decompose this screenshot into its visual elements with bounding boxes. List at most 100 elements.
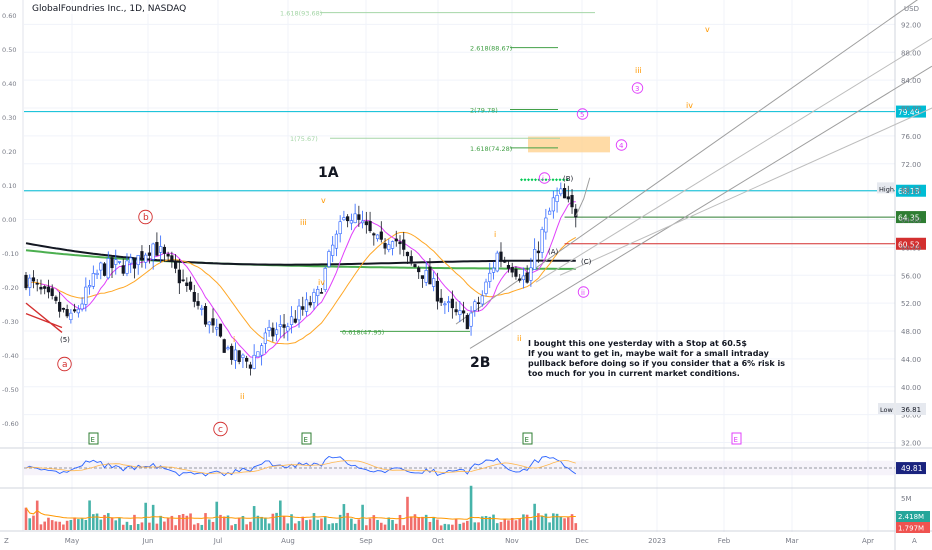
candle-body <box>368 221 372 232</box>
volume-bar <box>28 518 32 530</box>
candle-body <box>125 260 129 274</box>
volume-bar <box>163 521 166 530</box>
candle-body <box>110 257 114 269</box>
ma-black-line <box>25 242 576 266</box>
volume-bar <box>65 520 69 530</box>
volume-value: 2.418M <box>898 513 924 521</box>
candle-body <box>230 345 234 360</box>
volume-bar <box>256 515 260 530</box>
y-left-tick: 0.10 <box>2 182 16 190</box>
candle-body <box>73 309 77 312</box>
volume-bar <box>432 516 435 530</box>
low-value: 36.81 <box>901 406 921 414</box>
candle-body <box>87 285 92 288</box>
wave-label-circle <box>213 421 228 437</box>
candle-body <box>488 272 492 282</box>
volume-bar <box>559 516 563 530</box>
candle-body <box>159 246 163 253</box>
volume-bar <box>548 522 551 530</box>
volume-bar <box>555 513 559 530</box>
y-right-tick: 32.00 <box>901 440 921 448</box>
volume-bar <box>260 516 263 530</box>
candle-body <box>207 321 211 326</box>
channel-line <box>535 37 932 283</box>
wedge-lines <box>25 302 63 333</box>
candle-body <box>364 221 368 226</box>
x-tick-label: May <box>65 537 79 545</box>
volume-bar <box>544 513 548 530</box>
candle-body <box>353 213 357 224</box>
fib-label: 2.618(88.67) <box>470 45 512 53</box>
volume-bar <box>50 520 54 530</box>
candle-body <box>91 273 95 287</box>
volume-bar <box>144 502 147 530</box>
volume-bar <box>563 518 566 530</box>
volume-bar <box>43 521 46 530</box>
candle-body <box>256 351 260 358</box>
volume-bar <box>338 514 342 530</box>
candle-body <box>510 267 514 273</box>
volume-bar <box>178 515 181 530</box>
candle-body <box>432 278 436 287</box>
candle-body <box>28 277 32 288</box>
fib-label: 1(75.67) <box>290 135 318 143</box>
candle-body <box>338 221 342 235</box>
candle-body <box>458 310 462 315</box>
y-right-tick: 88.00 <box>901 49 921 57</box>
candle-body <box>536 250 540 254</box>
candle-body <box>394 238 398 242</box>
candle-body <box>121 265 125 274</box>
candle-body <box>435 280 440 302</box>
volume-bar <box>301 516 305 530</box>
wave-label: (B) <box>563 175 574 183</box>
y-right-tick: 48.00 <box>901 328 921 336</box>
candle-body <box>360 220 365 224</box>
volume-bar <box>312 513 316 530</box>
volume-bar <box>439 525 443 530</box>
x-tick-label: Dec <box>575 537 589 545</box>
marker-diamond <box>558 178 562 182</box>
marker-diamond <box>562 178 565 182</box>
volume-bar <box>406 496 409 530</box>
volume-bar <box>537 513 540 530</box>
y-left-tick: -0.50 <box>2 386 19 394</box>
candle-body <box>282 324 286 328</box>
candle-body <box>80 303 84 310</box>
candle-body <box>473 301 477 311</box>
candle-body <box>428 266 432 285</box>
candle-body <box>409 256 413 262</box>
volume-bar <box>103 514 106 530</box>
marker-diamond <box>565 178 569 182</box>
candle-body <box>533 249 537 270</box>
volume-bar <box>514 520 518 530</box>
volume-bar <box>58 521 61 530</box>
volume-bar <box>230 525 233 530</box>
candle-body <box>170 255 174 262</box>
volume-bar <box>552 513 555 530</box>
wave-label: 3 <box>635 85 639 93</box>
candle-body <box>495 252 499 272</box>
wave-label-circle <box>615 139 628 151</box>
earnings-marker-label: E <box>304 436 308 444</box>
volume-bar <box>118 517 121 530</box>
volume-bar <box>99 519 103 530</box>
candle-body <box>319 292 324 294</box>
candle-body <box>387 244 391 250</box>
fib-label: 0.618(47.95) <box>342 328 384 336</box>
volume-bar <box>495 523 499 530</box>
candle-body <box>54 296 58 301</box>
candle-body <box>424 270 428 283</box>
currency-label: USD <box>904 5 919 13</box>
volume-bar <box>492 514 495 530</box>
x-tick-label: Jul <box>213 537 223 545</box>
marker-diamond <box>520 178 523 182</box>
volume-bar <box>346 512 349 530</box>
marker-diamond <box>523 178 527 182</box>
volume-bar <box>125 521 129 530</box>
candle-body <box>155 242 159 256</box>
candle-body <box>301 306 305 310</box>
candle-body <box>237 350 241 362</box>
candle-body <box>308 302 312 306</box>
